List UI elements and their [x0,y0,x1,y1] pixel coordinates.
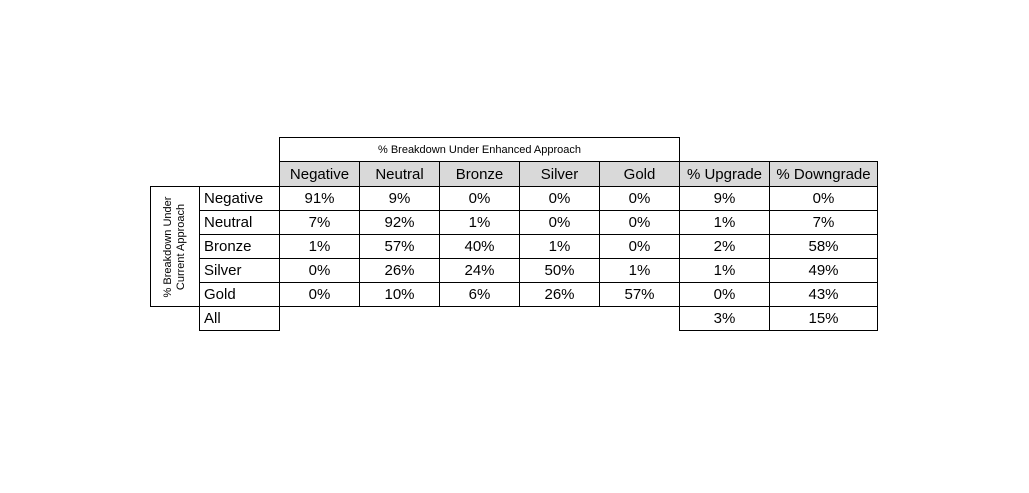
column-header: Bronze [439,161,520,187]
table-cell: 91% [279,186,360,211]
table-cell: 1% [679,210,770,235]
column-header: % Upgrade [679,161,770,187]
row-group-box: % Breakdown Under Current Approach [150,186,200,307]
row-group-title: % Breakdown Under Current Approach [162,196,187,297]
table-cell: 2% [679,234,770,259]
table-cell: 15% [769,306,878,331]
table-cell: 0% [679,282,770,307]
column-header: Gold [599,161,680,187]
table-cell: 0% [279,282,360,307]
table-cell: 1% [279,234,360,259]
table-cell: 40% [439,234,520,259]
row-label: Neutral [199,210,280,235]
column-group-title: % Breakdown Under Enhanced Approach [279,137,680,162]
table-cell: 26% [359,258,440,283]
table-cell: 43% [769,282,878,307]
row-label: All [199,306,280,331]
column-header: Negative [279,161,360,187]
table-cell: 6% [439,282,520,307]
table-cell: 24% [439,258,520,283]
table-cell: 26% [519,282,600,307]
table-cell: 1% [599,258,680,283]
column-header: Silver [519,161,600,187]
table-cell: 10% [359,282,440,307]
row-label: Negative [199,186,280,211]
table-cell: 0% [519,210,600,235]
table-cell: 7% [279,210,360,235]
table-cell: 0% [439,186,520,211]
table-cell: 7% [769,210,878,235]
row-label: Silver [199,258,280,283]
table-cell: 0% [599,210,680,235]
table-cell: 0% [599,186,680,211]
column-header: Neutral [359,161,440,187]
table-cell: 57% [359,234,440,259]
row-label: Bronze [199,234,280,259]
table-cell: 1% [679,258,770,283]
table-cell: 1% [439,210,520,235]
table-cell: 49% [769,258,878,283]
table-cell: 50% [519,258,600,283]
table-cell: 0% [279,258,360,283]
table-cell: 1% [519,234,600,259]
table-cell: 0% [769,186,878,211]
table-cell: 3% [679,306,770,331]
table-cell: 92% [359,210,440,235]
table-cell: 9% [359,186,440,211]
table-cell: 0% [599,234,680,259]
row-label: Gold [199,282,280,307]
table-cell: 57% [599,282,680,307]
table-cell: 58% [769,234,878,259]
column-header: % Downgrade [769,161,878,187]
table-cell: 0% [519,186,600,211]
table-cell: 9% [679,186,770,211]
